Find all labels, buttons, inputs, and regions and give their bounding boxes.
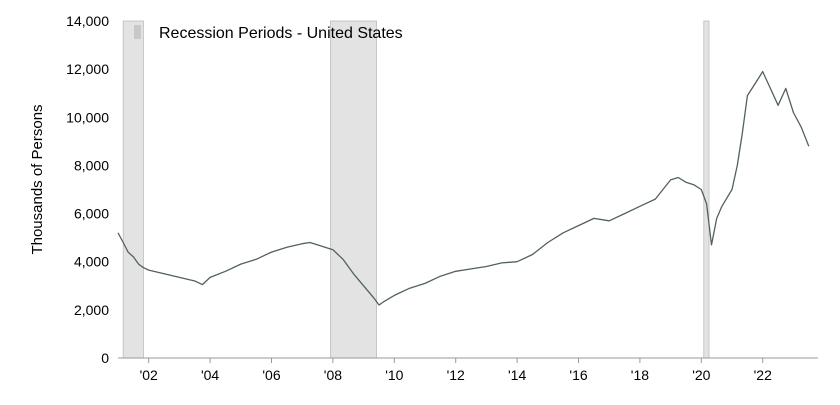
y-tick-label: 12,000: [66, 61, 109, 77]
y-tick-labels: 0 2,000 4,000 6,000 8,000 10,000 12,000 14,000: [66, 13, 109, 366]
recession-bands: [122, 20, 710, 359]
recession-band-3: [703, 20, 710, 359]
x-tick-label: '02: [140, 367, 158, 383]
x-tick-label: '20: [692, 367, 710, 383]
x-tick-label: '06: [262, 367, 280, 383]
x-tick-label: '16: [569, 367, 587, 383]
y-tick-label: 0: [101, 350, 109, 366]
y-tick-label: 6,000: [74, 206, 109, 222]
legend-label: Recession Periods - United States: [159, 25, 403, 42]
recession-band-1: [122, 20, 144, 359]
legend: Recession Periods - United States: [134, 25, 403, 42]
x-tick-label: '10: [385, 367, 403, 383]
y-tick-label: 4,000: [74, 254, 109, 270]
y-tick-label: 2,000: [74, 302, 109, 318]
x-tick-label: '12: [447, 367, 465, 383]
x-tick-label: '18: [631, 367, 649, 383]
y-tick-label: 10,000: [66, 109, 109, 125]
x-ticks: '02 '04 '06 '08 '10 '12 '14 '16 '18 '20 '22: [140, 358, 772, 383]
y-tick-label: 14,000: [66, 13, 109, 29]
x-tick-label: '14: [508, 367, 526, 383]
recession-band-2: [330, 20, 377, 359]
y-tick-label: 8,000: [74, 157, 109, 173]
y-axis-label: Thousands of Persons: [29, 104, 46, 254]
x-tick-label: '04: [201, 367, 219, 383]
series: [117, 70, 810, 306]
legend-recession-swatch: [134, 25, 141, 39]
series-line-1: [117, 70, 810, 306]
x-tick-label: '22: [754, 367, 772, 383]
x-tick-label: '08: [324, 367, 342, 383]
